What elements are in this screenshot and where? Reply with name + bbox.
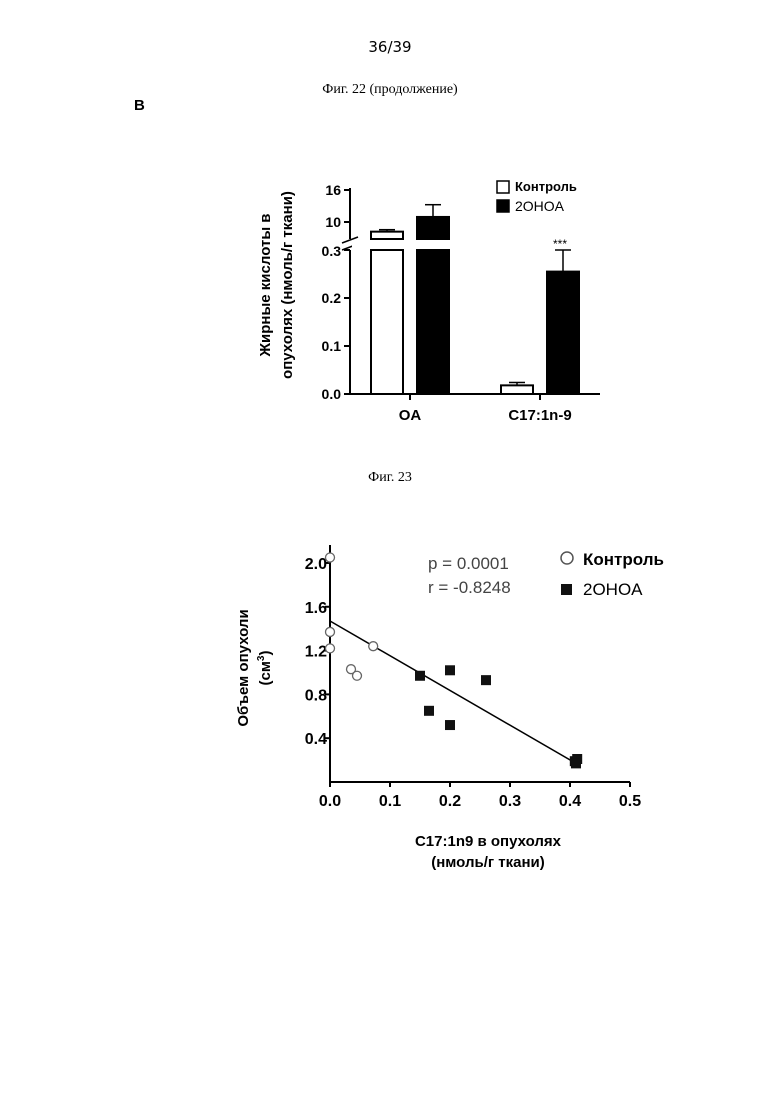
scatter-point-control-1 — [326, 627, 335, 636]
scatter-point-2ohoa-3 — [445, 720, 455, 730]
scatter-ytick-label-1: 0.8 — [305, 687, 327, 704]
bar-ytick-label-0.2: 0.2 — [322, 290, 342, 306]
scatter-ylabel-line2: (см3) — [256, 651, 274, 686]
scatter-ytick-label-3: 1.6 — [305, 600, 327, 617]
scatter-xtick-label-5: 0.5 — [619, 793, 641, 810]
bar-oa-control-upper — [371, 232, 403, 239]
scatter-point-control-0 — [326, 553, 335, 562]
bar-legend-swatch-control — [497, 181, 509, 193]
bar-marks — [352, 205, 598, 394]
bar-legend-label-2ohoa: 2OHOA — [515, 198, 565, 214]
scatter-legend-marker-control — [561, 552, 573, 564]
scatter-point-control-4 — [353, 671, 362, 680]
bar-ytick-label-16: 16 — [325, 182, 341, 198]
bar-ylabel-line1: Жирные кислоты в — [257, 213, 274, 357]
scatter-ytick-label-0: 0.4 — [305, 731, 327, 748]
scatter-point-2ohoa-1 — [424, 706, 434, 716]
scatter-ylabel-line1: Объем опухоли — [235, 609, 252, 726]
scatter-ylabel-end: ) — [257, 651, 274, 656]
bar-oa-control-lower — [371, 250, 403, 394]
scatter-xlabel-line2: (нмоль/г ткани) — [431, 854, 545, 871]
bar-ytick-label-0.1: 0.1 — [322, 338, 342, 354]
scatter-stat-r: r = -0.8248 — [428, 578, 511, 597]
bar-ytick-label-0.0: 0.0 — [322, 386, 342, 402]
bar-c17-control — [501, 385, 533, 394]
scatter-point-control-5 — [369, 642, 378, 651]
bar-ylabel-line2: опухолях (нмоль/г ткани) — [279, 191, 296, 379]
scatter-stat-p: p = 0.0001 — [428, 554, 509, 573]
scatter-chart: Объем опухоли (см3) 0.0 0.1 0.2 0.3 0.4 0.5 0.… — [235, 545, 664, 871]
bar-oa-2ohoa-lower — [417, 250, 449, 394]
scatter-legend-label-2ohoa: 2OHOA — [583, 580, 643, 599]
bar-c17-2ohoa — [547, 272, 579, 394]
bar-ytick-label-10: 10 — [325, 214, 341, 230]
scatter-point-2ohoa-2 — [445, 665, 455, 675]
bar-chart: Жирные кислоты в опухолях (нмоль/г ткани… — [257, 179, 600, 424]
scatter-xtick-label-3: 0.3 — [499, 793, 521, 810]
bar-legend-label-control: Контроль — [515, 179, 577, 194]
scatter-xtick-label-0: 0.0 — [319, 793, 341, 810]
scatter-xtick-label-1: 0.1 — [379, 793, 401, 810]
scatter-ytick-label-4: 2.0 — [305, 556, 327, 573]
scatter-point-2ohoa-4 — [481, 675, 491, 685]
bar-legend-swatch-2ohoa — [497, 200, 509, 212]
scatter-point-2ohoa-0 — [415, 671, 425, 681]
scatter-point-control-2 — [326, 644, 335, 653]
bar-category-c17: C17:1n-9 — [508, 407, 571, 424]
scatter-legend-label-control: Контроль — [583, 550, 664, 569]
bar-oa-2ohoa-upper — [417, 217, 449, 239]
scatter-legend-marker-2ohoa — [561, 584, 572, 595]
bar-ytick-label-0.3: 0.3 — [322, 243, 342, 259]
scatter-xlabel-line1: C17:1n9 в опухолях — [415, 833, 562, 850]
scatter-point-2ohoa-7 — [571, 758, 581, 768]
scatter-xtick-label-4: 0.4 — [559, 793, 581, 810]
scatter-ylabel-unit: (см — [257, 661, 274, 685]
scatter-ytick-label-2: 1.2 — [305, 644, 327, 661]
bar-significance-annotation: *** — [553, 237, 567, 251]
scatter-xtick-label-2: 0.2 — [439, 793, 461, 810]
scatter-regression-line — [330, 621, 576, 763]
bar-category-oa: OA — [399, 407, 422, 424]
